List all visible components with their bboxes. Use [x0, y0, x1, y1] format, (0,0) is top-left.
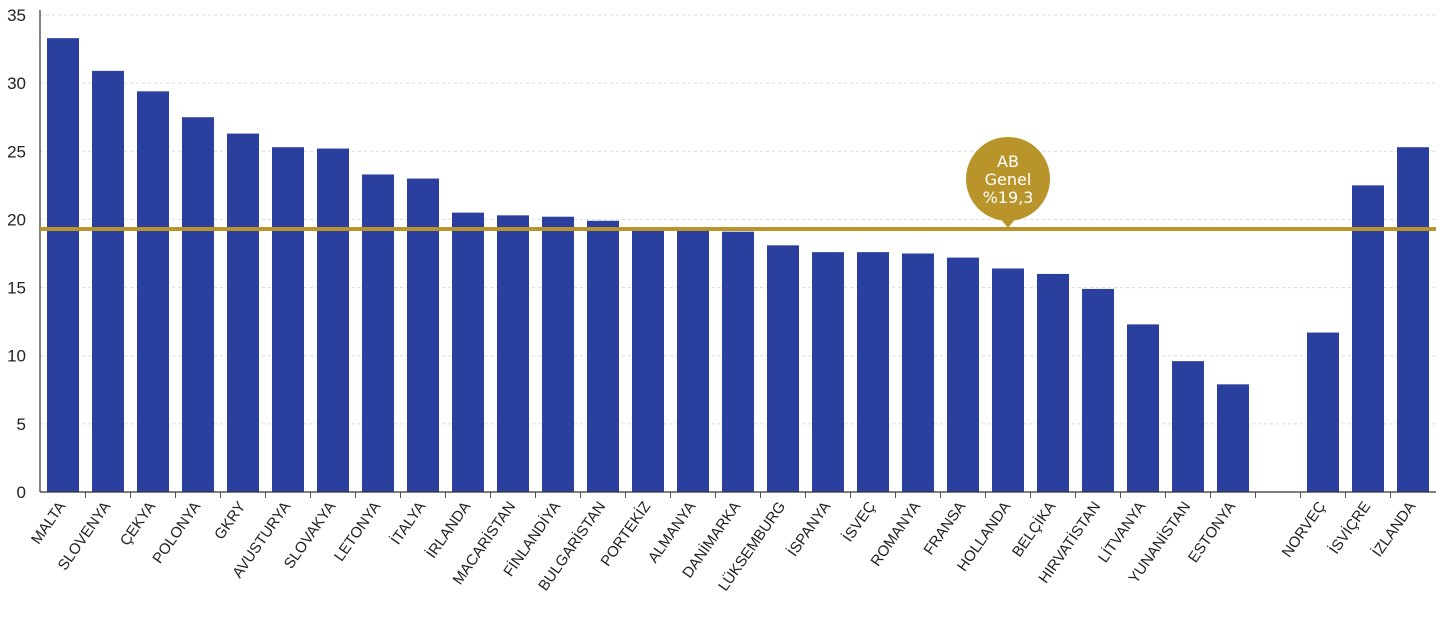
x-tick-label: İSVEÇ [839, 498, 880, 545]
bar [902, 253, 934, 492]
y-tick-label: 25 [7, 142, 26, 161]
bar [317, 148, 349, 492]
x-tick-label: ÇEKYA [117, 499, 159, 550]
bar [857, 252, 889, 492]
y-tick-label: 20 [7, 210, 26, 229]
bar [92, 70, 124, 493]
x-tick-label: GKRY [211, 499, 249, 543]
x-tick-label: FRANSA [920, 499, 969, 559]
bar [722, 231, 754, 493]
x-tick-label: NORVEÇ [1279, 498, 1330, 560]
bar [812, 252, 844, 492]
bar [1352, 185, 1384, 492]
bar [992, 268, 1024, 492]
bar [1082, 288, 1114, 492]
bar [677, 228, 709, 492]
bar [137, 91, 169, 492]
y-tick-label: 15 [7, 279, 26, 298]
reference-label-line: %19,3 [983, 188, 1034, 207]
bar [272, 147, 304, 492]
y-tick-label: 5 [17, 415, 26, 434]
y-tick-label: 10 [7, 347, 26, 366]
reference-label-line: Genel [985, 170, 1032, 189]
bar [767, 245, 799, 492]
bar [542, 216, 574, 492]
bar [362, 174, 394, 492]
bar [947, 257, 979, 492]
x-tick-label: İZLANDA [1368, 498, 1419, 560]
y-tick-label: 35 [7, 6, 26, 25]
reference-label-line: AB [997, 152, 1019, 171]
bar [632, 227, 664, 492]
x-tick-label: İRLANDA [422, 498, 474, 562]
bar [587, 220, 619, 492]
bar [1217, 384, 1249, 492]
bar [227, 133, 259, 492]
x-tick-label: İSPANYA [784, 498, 835, 560]
y-tick-label: 30 [7, 74, 26, 93]
bar [407, 178, 439, 493]
x-tick-label: MALTA [28, 499, 69, 548]
bars [47, 38, 1429, 493]
bar [452, 212, 484, 492]
x-tick-label: İTALYA [387, 498, 429, 548]
reference-badge [966, 136, 1050, 221]
bar [1397, 147, 1429, 492]
bar [1307, 332, 1339, 492]
bar [1127, 324, 1159, 492]
bar [47, 38, 79, 492]
bar [182, 117, 214, 492]
bar [1037, 273, 1069, 492]
x-tick-label: İSVİÇRE [1325, 498, 1374, 557]
y-tick-label: 0 [17, 483, 26, 502]
bar [497, 215, 529, 492]
x-tick-label: BELÇİKA [1008, 498, 1059, 560]
bar [1172, 361, 1204, 492]
